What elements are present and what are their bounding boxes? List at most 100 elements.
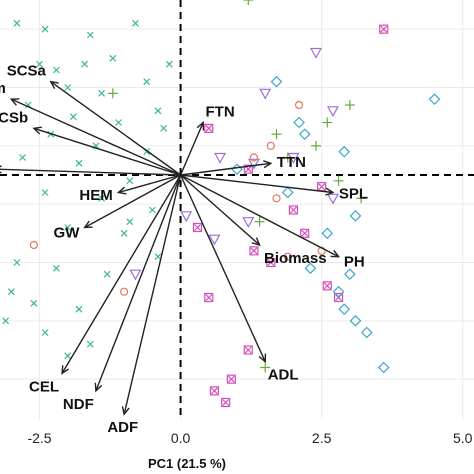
loading-arrowhead-ph bbox=[330, 249, 341, 258]
box-point-12 bbox=[226, 374, 236, 384]
box-point-4 bbox=[288, 205, 299, 215]
triangle-point-2 bbox=[326, 106, 339, 118]
box-point-11 bbox=[243, 345, 253, 355]
diamond-point-8 bbox=[304, 262, 317, 275]
x-point-31 bbox=[75, 305, 83, 313]
loading-arrow-scsb bbox=[33, 127, 181, 176]
loading-label-scsa: SCSa bbox=[7, 63, 47, 80]
x-point-22 bbox=[148, 206, 156, 214]
x-point-38 bbox=[36, 60, 43, 68]
loading-arrow-gw bbox=[84, 174, 181, 229]
box-point-1 bbox=[204, 123, 214, 133]
box-point-6 bbox=[249, 246, 259, 256]
loading-arrow-adl bbox=[179, 174, 266, 362]
loading-arrow-cel bbox=[61, 174, 182, 374]
x-point-0 bbox=[13, 19, 21, 27]
loading-label-gw: GW bbox=[54, 224, 81, 241]
triangle-point-8 bbox=[180, 211, 193, 223]
loading-arrow-scsm bbox=[10, 98, 181, 176]
loading-arrow-spl bbox=[180, 174, 334, 194]
x-point-27 bbox=[103, 270, 111, 278]
x-point-24 bbox=[120, 229, 128, 237]
diamond-point-13 bbox=[360, 326, 373, 339]
plus-point-7 bbox=[311, 140, 321, 151]
circle-point-0 bbox=[294, 100, 304, 110]
loading-arrowhead-spl bbox=[325, 187, 335, 196]
x-tick-labels: -2.5 0.0 2.5 5.0 bbox=[27, 430, 472, 446]
plus-point-8 bbox=[333, 175, 344, 186]
loading-arrowhead-hem bbox=[116, 186, 127, 195]
x-tick-label: 0.0 bbox=[171, 430, 191, 446]
loading-arrow-adf bbox=[123, 174, 182, 415]
diamond-point-7 bbox=[321, 227, 334, 240]
x-point-39 bbox=[165, 60, 173, 68]
triangle-point-1 bbox=[259, 88, 272, 100]
plus-point-4 bbox=[344, 100, 355, 110]
x-point-19 bbox=[126, 177, 134, 185]
loading-arrow-scsa bbox=[50, 81, 181, 176]
circle-point-7 bbox=[283, 252, 292, 261]
loading-label-hem: HEM bbox=[79, 187, 112, 204]
x-point-21 bbox=[98, 194, 105, 202]
x-tick-label: 2.5 bbox=[312, 430, 332, 446]
plus-point-11 bbox=[260, 362, 271, 373]
loading-arrow-hem bbox=[118, 174, 181, 194]
x-point-18 bbox=[75, 159, 83, 167]
x-point-3 bbox=[132, 19, 139, 27]
diamond-point-1 bbox=[428, 93, 441, 106]
triangle-point-0 bbox=[309, 47, 323, 59]
loading-arrow-ftn bbox=[179, 122, 204, 176]
x-point-25 bbox=[13, 259, 21, 266]
loading-arrowhead-gw bbox=[83, 220, 93, 229]
circle-point-3 bbox=[272, 194, 281, 203]
diamond-point-15 bbox=[231, 163, 243, 176]
diamond-point-12 bbox=[349, 314, 362, 327]
loading-arrowhead-scsm bbox=[9, 98, 20, 106]
x-point-13 bbox=[160, 124, 168, 132]
plus-point-10 bbox=[254, 216, 265, 227]
box-point-7 bbox=[266, 257, 276, 268]
loading-label-cel: CEL bbox=[29, 378, 59, 395]
loading-label-spl: SPL bbox=[339, 186, 368, 203]
diamond-point-14 bbox=[377, 361, 390, 374]
loading-arrowhead-ttn bbox=[263, 160, 273, 169]
loading-arrows: SCSaSCSm SCSb FTN TTN SPL HEM GW Biomass PH ADL CE… bbox=[0, 63, 368, 436]
loading-arrowhead-ftn bbox=[196, 121, 205, 131]
x-point-26 bbox=[53, 264, 60, 272]
diamond-point-0 bbox=[270, 75, 283, 88]
loading-label-scsm: SCSm bbox=[0, 80, 6, 97]
loading-arrowhead-scsa bbox=[49, 80, 59, 90]
box-point-13 bbox=[209, 386, 220, 396]
x-point-12 bbox=[115, 119, 122, 126]
x-point-4 bbox=[53, 66, 60, 74]
x-point-34 bbox=[2, 317, 10, 325]
loading-label-ttn: TTN bbox=[277, 154, 306, 171]
triangle-point-7 bbox=[129, 269, 142, 281]
loading-arrow-unlabeled bbox=[0, 168, 181, 176]
diamond-point-4 bbox=[338, 145, 351, 158]
box-point-10 bbox=[204, 292, 214, 303]
x-point-28 bbox=[154, 253, 162, 261]
x-point-33 bbox=[86, 340, 94, 348]
circle-point-4 bbox=[29, 240, 38, 250]
box-point-8 bbox=[322, 281, 332, 291]
circle-point-6 bbox=[120, 287, 129, 296]
x-point-35 bbox=[64, 352, 72, 360]
loading-arrow-biomass bbox=[180, 174, 261, 246]
loading-arrowhead-scsb bbox=[32, 126, 42, 135]
circle-point-2 bbox=[249, 153, 259, 162]
diamond-point-5 bbox=[281, 186, 294, 199]
x-point-23 bbox=[64, 224, 72, 231]
diamond-point-2 bbox=[293, 116, 305, 129]
loading-label-ftn: FTN bbox=[206, 104, 235, 121]
x-tick-label: -2.5 bbox=[27, 430, 51, 446]
box-point-5 bbox=[300, 228, 310, 238]
plus-point-3 bbox=[322, 117, 333, 128]
loading-arrowhead-ndf bbox=[94, 382, 103, 393]
triangle-point-3 bbox=[287, 152, 300, 164]
triangle-point-4 bbox=[247, 158, 260, 170]
diamond-point-3 bbox=[298, 128, 311, 141]
x-point-32 bbox=[41, 329, 49, 336]
x-axis-title: PC1 (21.5 %) bbox=[148, 456, 226, 471]
